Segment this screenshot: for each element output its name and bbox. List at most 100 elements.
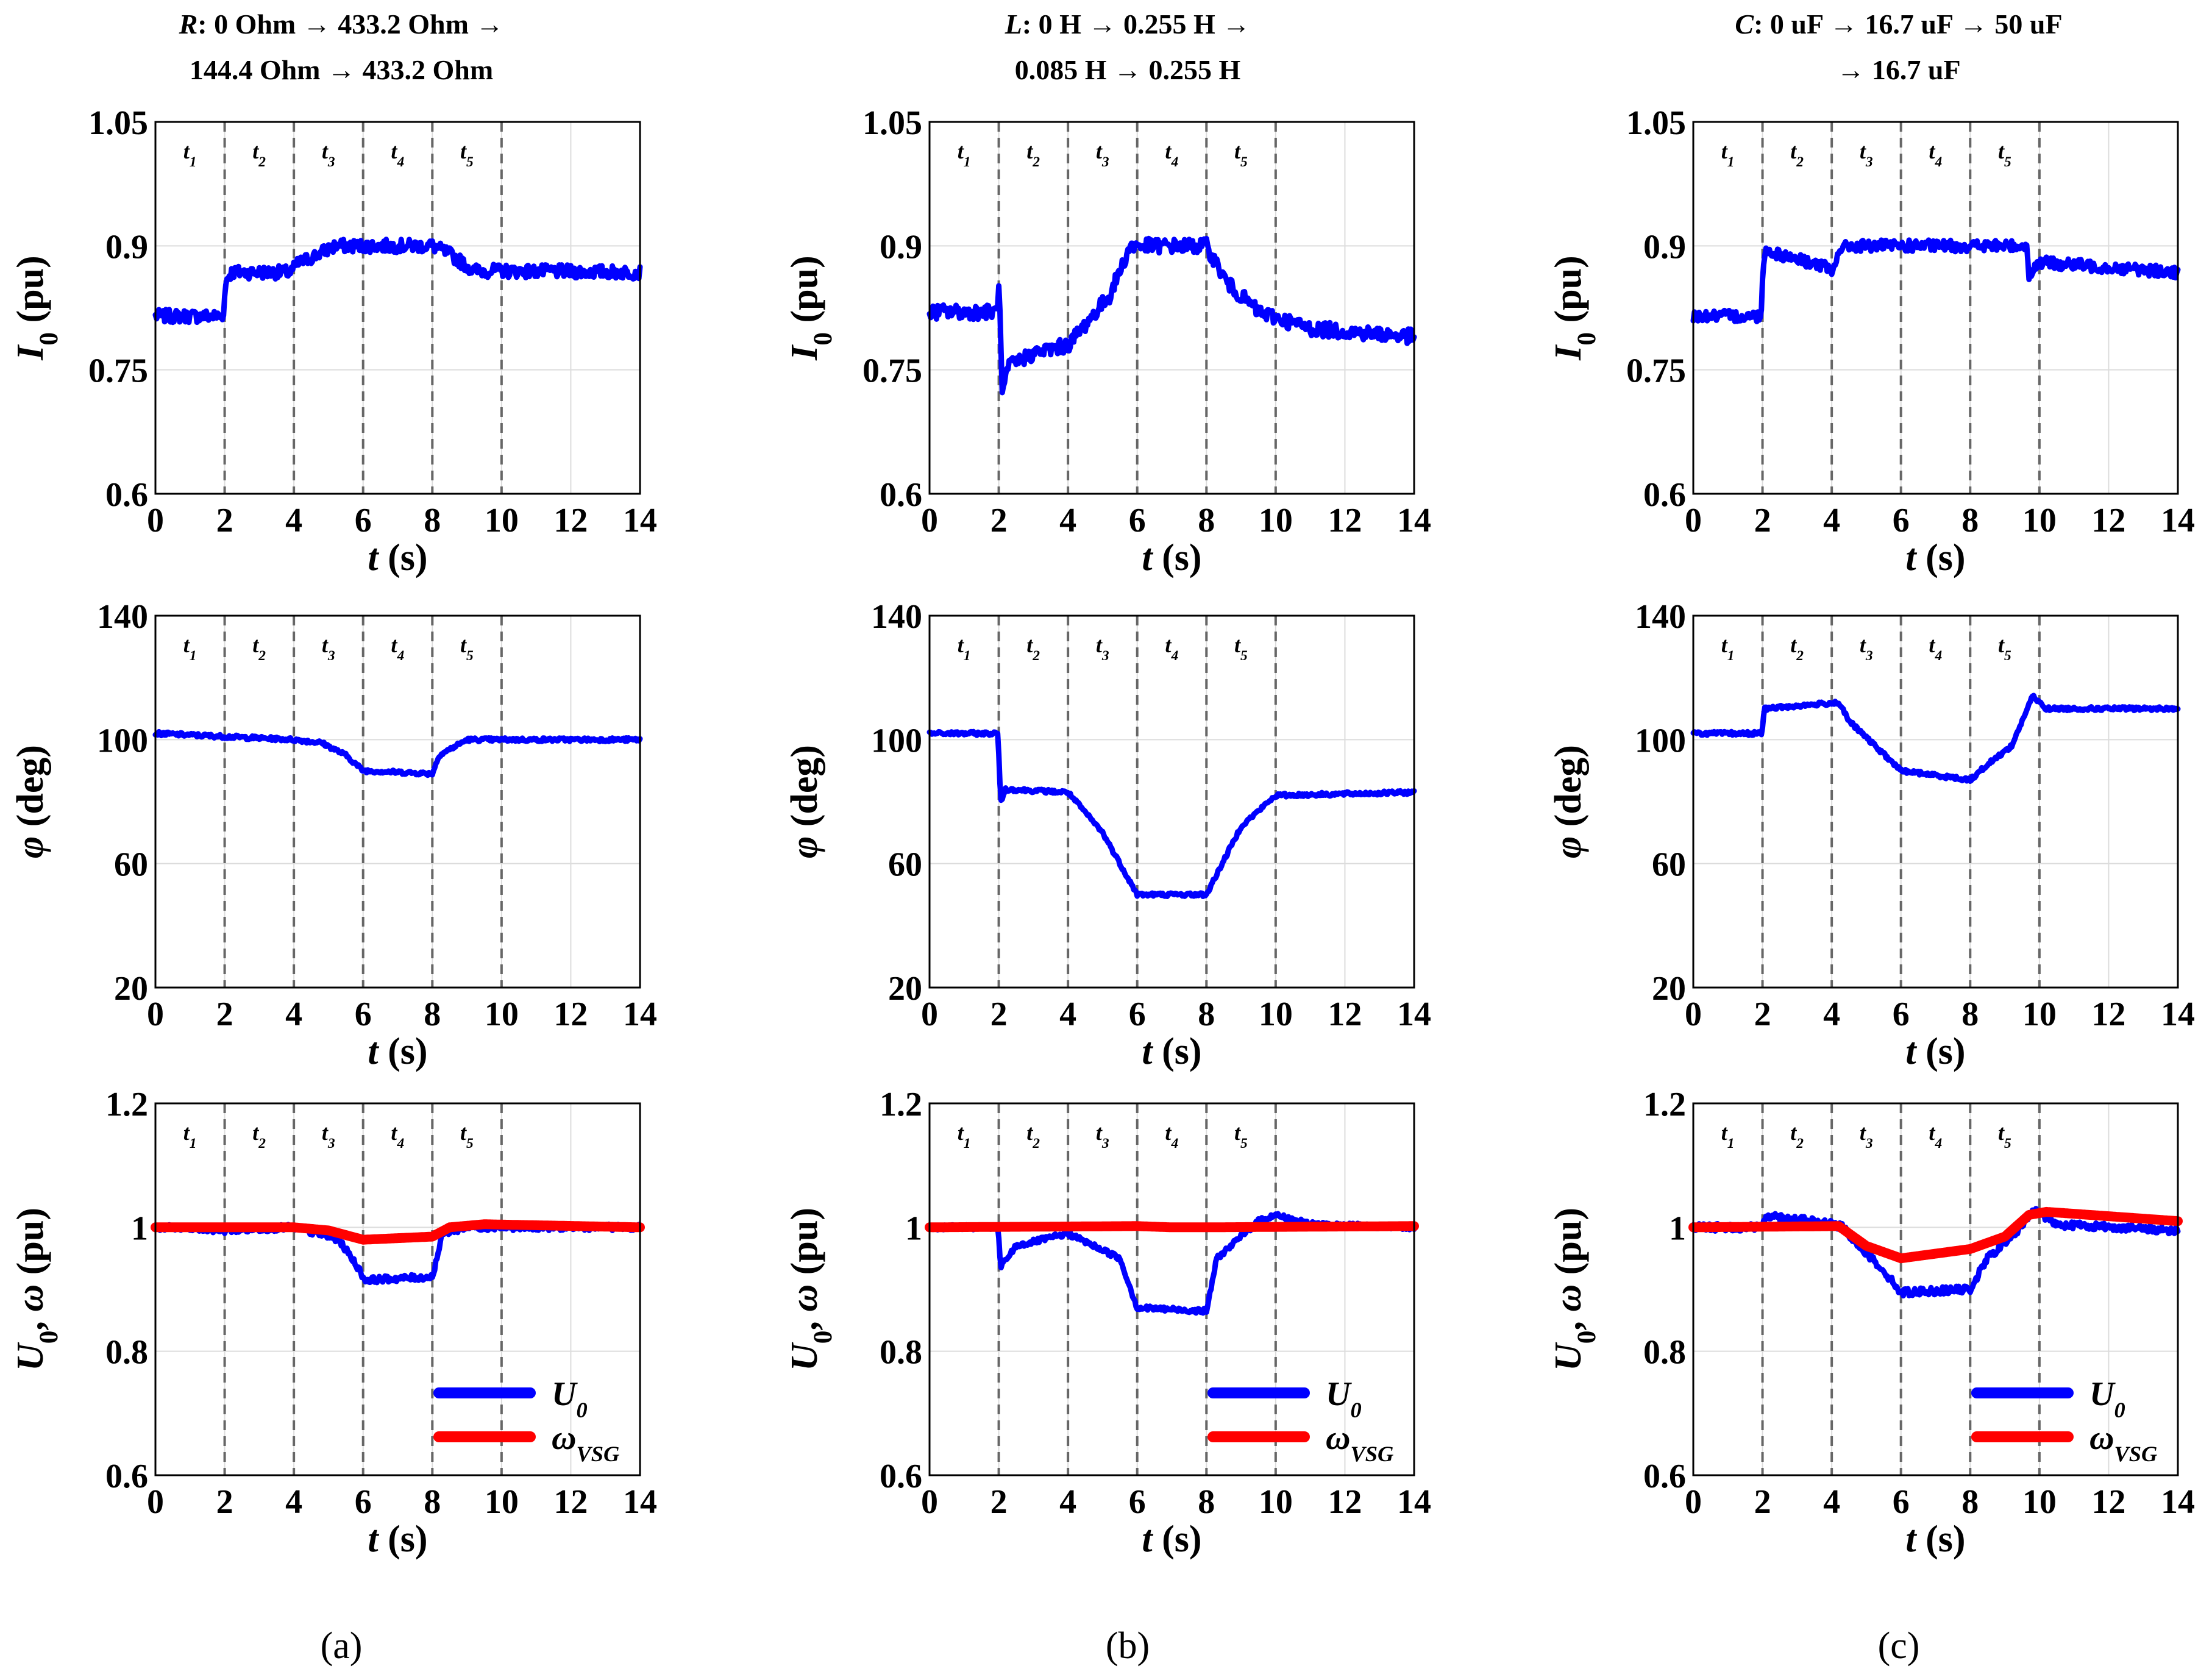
- y-tick-label: 0.8: [105, 1334, 148, 1372]
- y-axis-label: φ (deg): [10, 745, 51, 858]
- x-tick-label: 2: [990, 502, 1008, 539]
- x-tick-label: 4: [1823, 502, 1840, 539]
- interval-marker-label: t4: [1165, 1120, 1178, 1152]
- interval-marker-label: t2: [252, 139, 266, 170]
- interval-marker-label: t4: [391, 139, 404, 170]
- x-tick-label: 10: [1259, 995, 1293, 1033]
- y-tick-label: 0.9: [1643, 228, 1686, 266]
- interval-marker-label: t2: [1026, 1120, 1040, 1152]
- x-tick-label: 0: [1685, 995, 1702, 1033]
- y-tick-label: 100: [871, 722, 922, 760]
- interval-marker-label: t1: [958, 633, 971, 664]
- y-tick-label: 0.6: [880, 1458, 922, 1495]
- interval-marker-label: t3: [1096, 139, 1109, 170]
- column-title-line: → 16.7 uF: [1837, 54, 1960, 85]
- interval-marker-label: t5: [1998, 633, 2011, 664]
- x-tick-label: 10: [1259, 1483, 1293, 1521]
- x-tick-label: 14: [2161, 502, 2195, 539]
- chart-a-voltage: t1 t2 t3 t4 t5 0 2 4 6 8 10 12 14 0.6 0.8 1 1.2 t (s) U0, …: [10, 1086, 657, 1560]
- series-line-omega-vsg: [151, 1219, 645, 1245]
- x-tick-label: 4: [285, 995, 302, 1033]
- y-axis-label: I0 (pu): [10, 255, 63, 361]
- axes-frame: [1692, 1102, 2179, 1476]
- column-title-line: R: 0 Ohm → 433.2 Ohm →: [179, 9, 504, 40]
- x-tick-label: 0: [1685, 502, 1702, 539]
- x-tick-label: 14: [2161, 1483, 2195, 1521]
- interval-marker-label: t2: [252, 1120, 266, 1152]
- interval-marker-label: t2: [1790, 1120, 1804, 1152]
- interval-marker-label: t1: [183, 139, 197, 170]
- column-title-line: C: 0 uF → 16.7 uF → 50 uF: [1735, 9, 2062, 40]
- x-axis-label: t (s): [368, 537, 427, 579]
- plot-area: [155, 1103, 640, 1475]
- interval-marker-label: t4: [1929, 1120, 1942, 1152]
- x-tick-label: 0: [147, 995, 164, 1033]
- interval-marker-label: t4: [1929, 633, 1942, 664]
- interval-marker-label: t1: [183, 1120, 197, 1152]
- interval-marker-label: t2: [1026, 633, 1040, 664]
- x-axis-label: t (s): [368, 1031, 427, 1072]
- axes-frame: [928, 1102, 1415, 1476]
- axes-frame: [154, 614, 641, 989]
- y-tick-label: 0.6: [1643, 476, 1686, 514]
- plot-area: [1693, 122, 2178, 494]
- series-line-phi: [926, 728, 1417, 899]
- x-tick-label: 4: [1823, 995, 1840, 1033]
- y-tick-label: 0.9: [105, 228, 148, 266]
- plot-area: [155, 122, 640, 494]
- x-tick-label: 2: [990, 1483, 1008, 1521]
- x-tick-label: 8: [424, 995, 441, 1033]
- y-axis-label: I0 (pu): [784, 255, 838, 361]
- x-tick-label: 2: [1754, 995, 1771, 1033]
- y-tick-label: 0.6: [105, 1458, 148, 1495]
- interval-marker-label: t1: [183, 633, 197, 664]
- series-line-omega-vsg: [1688, 1206, 2183, 1264]
- series-line-u0: [1690, 1206, 2181, 1298]
- x-axis-label: t (s): [1142, 1031, 1201, 1072]
- interval-marker-label: t5: [1234, 1120, 1248, 1152]
- interval-marker-label: t4: [391, 1120, 404, 1152]
- y-axis-label: U0, ω (pu): [1548, 1208, 1601, 1371]
- interval-marker-label: t2: [1790, 633, 1804, 664]
- interval-marker-label: t4: [1929, 139, 1942, 170]
- x-tick-label: 2: [990, 995, 1008, 1033]
- y-axis-label: φ (deg): [1548, 745, 1589, 858]
- x-tick-label: 8: [1198, 1483, 1215, 1521]
- column-c-title: C: 0 uF → 16.7 uF → 50 uF → 16.7 uF: [1735, 9, 2062, 85]
- x-tick-label: 6: [1129, 1483, 1146, 1521]
- column-title-line: L: 0 H → 0.255 H →: [1005, 9, 1251, 40]
- x-tick-label: 8: [1961, 1483, 1979, 1521]
- x-tick-label: 2: [1754, 502, 1771, 539]
- x-tick-label: 6: [355, 1483, 372, 1521]
- x-axis-label: t (s): [1905, 1519, 1965, 1560]
- x-tick-label: 14: [1397, 995, 1431, 1033]
- interval-marker-label: t5: [1234, 633, 1248, 664]
- y-tick-label: 100: [97, 722, 148, 760]
- y-tick-label: 1.05: [862, 104, 922, 142]
- y-tick-label: 20: [888, 970, 922, 1008]
- x-tick-label: 10: [485, 1483, 519, 1521]
- x-tick-label: 4: [1059, 502, 1076, 539]
- y-tick-label: 1.2: [880, 1086, 922, 1123]
- interval-marker-label: t5: [460, 1120, 474, 1152]
- x-tick-label: 0: [147, 1483, 164, 1521]
- y-axis-label: U0, ω (pu): [784, 1208, 838, 1371]
- chart-b-current: t1 t2 t3 t4 t5 0 2 4 6 8 10 12 14 0.6 0.75 0.9 1.05 t (s)…: [784, 104, 1431, 579]
- y-tick-label: 0.75: [88, 352, 148, 390]
- y-tick-label: 1: [905, 1209, 922, 1247]
- plot-area: [930, 1103, 1414, 1475]
- chart-a-current: t1 t2 t3 t4 t5 0 2 4 6 8 10 12 14 0.6 0.75 0.9 1.05 t (s)…: [10, 104, 657, 579]
- x-tick-label: 10: [2022, 995, 2057, 1033]
- x-tick-label: 10: [2022, 502, 2057, 539]
- x-axis-label: t (s): [1142, 1519, 1201, 1560]
- y-tick-label: 140: [97, 598, 148, 636]
- y-tick-label: 0.75: [1626, 352, 1686, 390]
- series-line-omega-vsg: [925, 1221, 1419, 1233]
- x-tick-label: 6: [1893, 995, 1910, 1033]
- x-tick-label: 4: [1059, 1483, 1076, 1521]
- x-tick-label: 8: [424, 1483, 441, 1521]
- x-tick-label: 12: [553, 1483, 588, 1521]
- column-a-title: R: 0 Ohm → 433.2 Ohm → 144.4 Ohm → 433.2…: [179, 9, 504, 85]
- y-tick-label: 1.05: [1626, 104, 1686, 142]
